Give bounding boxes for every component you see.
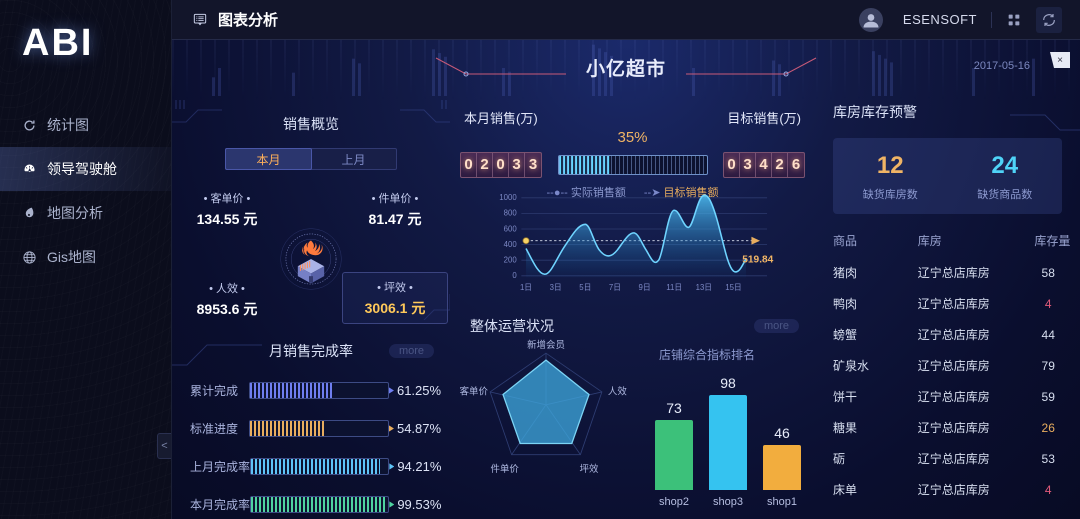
svg-text:11日: 11日 xyxy=(666,283,682,292)
svg-text:5日: 5日 xyxy=(579,283,591,292)
svg-text:15日: 15日 xyxy=(725,283,741,292)
svg-text:13日: 13日 xyxy=(696,283,712,292)
svg-text:7日: 7日 xyxy=(609,283,621,292)
svg-text:人效: 人效 xyxy=(608,385,627,397)
svg-text:600: 600 xyxy=(504,224,518,233)
svg-text:400: 400 xyxy=(504,240,518,249)
svg-text:坪效: 坪效 xyxy=(580,463,599,475)
svg-text:3日: 3日 xyxy=(550,283,562,292)
svg-text:客单价: 客单价 xyxy=(460,385,488,397)
svg-text:800: 800 xyxy=(504,209,518,218)
svg-text:0: 0 xyxy=(512,271,517,280)
svg-text:新增会员: 新增会员 xyxy=(527,339,565,351)
svg-text:1日: 1日 xyxy=(520,283,532,292)
svg-text:件单价: 件单价 xyxy=(491,463,520,475)
svg-text:200: 200 xyxy=(504,256,518,265)
svg-text:1000: 1000 xyxy=(499,193,517,202)
svg-text:9日: 9日 xyxy=(639,283,651,292)
